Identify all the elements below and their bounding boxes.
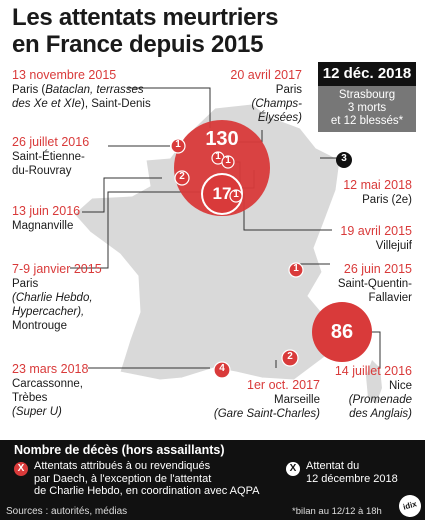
label-text: du-Rouvray <box>12 165 72 177</box>
marker-strasbourg <box>336 152 352 168</box>
legend-text: Attentat du <box>306 460 360 472</box>
marker-marseille-label: 2 <box>287 351 293 362</box>
label-text: Trèbes <box>12 392 48 404</box>
label-text-italic: des Xe et XIe <box>12 98 82 110</box>
label-date: 14 juillet 2016 <box>334 364 412 378</box>
marker-villejuif <box>229 189 243 203</box>
label-text: Montrouge <box>12 320 67 332</box>
label-paris-2015: 13 novembre 2015 Paris (Bataclan, terras… <box>12 68 151 111</box>
nice-bubble <box>312 302 372 362</box>
marker-stetienne <box>170 138 186 154</box>
marker-magnanville <box>174 170 190 186</box>
leader-magnanville <box>82 177 162 213</box>
label-text: Paris ( <box>12 84 46 96</box>
label-text: Villejuif <box>375 240 412 252</box>
label-text: Nice <box>388 380 412 392</box>
label-marseille: 1er oct. 2017 Marseille (Gare Saint-Char… <box>194 378 320 421</box>
france-outline <box>73 103 341 381</box>
label-trebes: 23 mars 2018 Carcassonne, Trèbes (Super … <box>12 362 88 419</box>
label-text: Paris <box>12 278 39 290</box>
callout-injured: et 12 blessés* <box>330 115 404 127</box>
marker-stquentin-label: 1 <box>293 263 299 274</box>
leader-paris2015 <box>128 87 211 128</box>
label-date: 26 juillet 2016 <box>12 135 90 149</box>
callout-body: Strasbourg 3 morts et 12 blessés* <box>318 86 416 132</box>
legend-white-symbol: X <box>286 462 300 476</box>
label-date: 13 novembre 2015 <box>12 68 117 82</box>
legend-text: par Daech, à l'exception de l'attentat <box>34 472 212 485</box>
leader-lines <box>70 87 381 369</box>
leader-charlie <box>70 191 200 269</box>
label-text: ), Saint-Denis <box>81 98 151 110</box>
idix-logo: idix <box>396 492 424 520</box>
legend-text: Attentats attribués à ou revendiqués <box>34 460 211 472</box>
label-text: Saint-Étienne- <box>12 151 85 163</box>
label-champs-elysees: 20 avril 2017 Paris (Champs- Élysées) <box>222 68 302 125</box>
marker-paris-2e <box>221 155 235 169</box>
source-text: Sources : autorités, médias <box>6 506 128 517</box>
label-text-italic: Hypercacher), <box>12 306 85 318</box>
label-date: 23 mars 2018 <box>12 362 89 376</box>
label-date: 20 avril 2017 <box>230 68 302 82</box>
label-paris-2e: 12 mai 2018 Paris (2e) <box>300 178 412 207</box>
marker-trebes <box>213 361 231 379</box>
label-date: 19 avril 2015 <box>340 224 412 238</box>
label-text: Paris <box>275 84 302 96</box>
label-text-italic: (Super U) <box>12 406 62 418</box>
page-title: Les attentats meurtriers en France depui… <box>12 4 312 58</box>
legend-title: Nombre de décès (hors assaillants) <box>14 443 225 457</box>
label-text-italic: (Promenade <box>348 394 412 406</box>
marker-stetienne-label: 1 <box>175 139 181 150</box>
label-text-italic: des Anglais) <box>349 408 412 420</box>
callout-deaths: 3 morts <box>347 102 387 114</box>
legend: Nombre de décès (hors assaillants) X Att… <box>0 440 425 520</box>
label-charlie-hebdo: 7-9 janvier 2015 Paris (Charlie Hebdo, H… <box>12 262 102 333</box>
label-text-italic: (Champs- <box>251 98 302 110</box>
marker-stquentin <box>288 262 304 278</box>
label-stquentin: 26 juin 2015 Saint-Quentin- Fallavier <box>300 262 412 305</box>
marker-trebes-label: 4 <box>219 363 225 374</box>
title-line-1: Les attentats meurtriers <box>12 4 279 31</box>
label-text: Marseille <box>273 394 320 406</box>
label-text: Saint-Quentin- <box>337 278 412 290</box>
label-text-italic: Bataclan, terrasses <box>45 84 144 96</box>
legend-text: 12 décembre 2018 <box>306 472 398 485</box>
label-date: 26 juin 2015 <box>343 262 412 276</box>
label-date: 13 juin 2016 <box>12 204 81 218</box>
label-date: 12 mai 2018 <box>343 178 412 192</box>
paris-total-bubble <box>174 120 270 216</box>
callout-city: Strasbourg <box>338 89 396 101</box>
label-stetienne: 26 juillet 2016 Saint-Étienne- du-Rouvra… <box>12 135 89 178</box>
label-text-italic: Élysées) <box>257 112 302 124</box>
label-magnanville: 13 juin 2016 Magnanville <box>12 204 80 233</box>
legend-red-text: Attentats attribués à ou revendiqués par… <box>34 460 259 498</box>
nice-total-value: 86 <box>330 321 354 343</box>
label-villejuif: 19 avril 2015 Villejuif <box>300 224 412 253</box>
legend-red-symbol: X <box>14 462 28 476</box>
marker-magnanville-label: 2 <box>179 171 185 182</box>
label-date: 1er oct. 2017 <box>247 378 320 392</box>
label-text-italic: (Gare Saint-Charles) <box>213 408 320 420</box>
footnote-text: *bilan au 12/12 à 18h <box>292 506 382 517</box>
marker-marseille <box>281 349 299 367</box>
title-line-2: en France depuis 2015 <box>12 31 264 58</box>
corsica-outline <box>366 360 382 404</box>
legend-text: de Charlie Hebdo, en coordination avec A… <box>34 485 260 497</box>
marker-champs-label: 1 <box>215 151 221 162</box>
callout-date: 12 déc. 2018 <box>318 62 416 86</box>
label-text: Magnanville <box>12 220 74 232</box>
label-text: Paris (2e) <box>362 194 412 206</box>
label-text-italic: (Charlie Hebdo, <box>12 292 93 304</box>
marker-villejuif-label: 1 <box>233 189 239 200</box>
label-text: Carcassonne, <box>12 378 83 390</box>
legend-white-text: Attentat du 12 décembre 2018 <box>306 460 398 485</box>
sub-bubble-value: 17 <box>212 184 232 203</box>
label-nice: 14 juillet 2016 Nice (Promenade des Angl… <box>312 364 412 421</box>
label-date: 7-9 janvier 2015 <box>12 262 102 276</box>
marker-paris2e-label: 1 <box>225 155 231 166</box>
label-text: Fallavier <box>368 292 412 304</box>
marker-strasbourg-label: 3 <box>341 153 347 164</box>
paris-total-value: 130 <box>205 128 239 150</box>
